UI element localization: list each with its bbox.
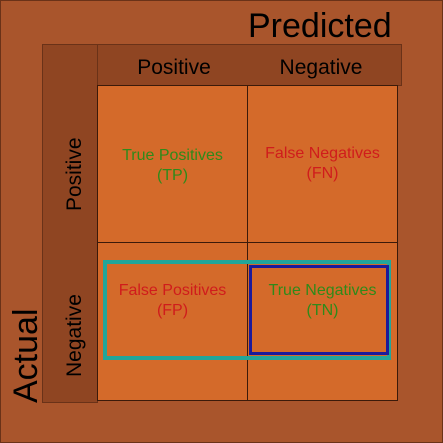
cell-tp-abbr: (TP): [156, 167, 189, 184]
cell-fn-name: False Negatives: [265, 145, 380, 162]
cell-fp-abbr: (FP): [156, 302, 189, 319]
row-label-positive: Positive: [63, 137, 86, 211]
cell-false-positives: False Positives (FP): [97, 242, 248, 401]
cell-fn-abbr: (FN): [306, 165, 339, 182]
predicted-axis-title: Predicted: [248, 7, 392, 45]
cell-fp-name: False Positives: [118, 282, 227, 299]
cell-false-negatives: False Negatives (FN): [247, 85, 398, 243]
cell-tn-name: True Negatives: [268, 282, 377, 299]
actual-header-band: [42, 44, 98, 403]
cell-tp-name: True Positives: [122, 147, 223, 164]
column-label-positive: Positive: [137, 56, 211, 79]
cell-true-positives: True Positives (TP): [97, 85, 248, 243]
row-label-negative: Negative: [63, 294, 86, 377]
cell-tn-abbr: (TN): [306, 302, 339, 319]
predicted-header-band: [42, 44, 402, 86]
actual-axis-title: Actual: [7, 308, 45, 404]
cell-true-negatives: True Negatives (TN): [247, 242, 398, 401]
column-label-negative: Negative: [279, 56, 363, 79]
